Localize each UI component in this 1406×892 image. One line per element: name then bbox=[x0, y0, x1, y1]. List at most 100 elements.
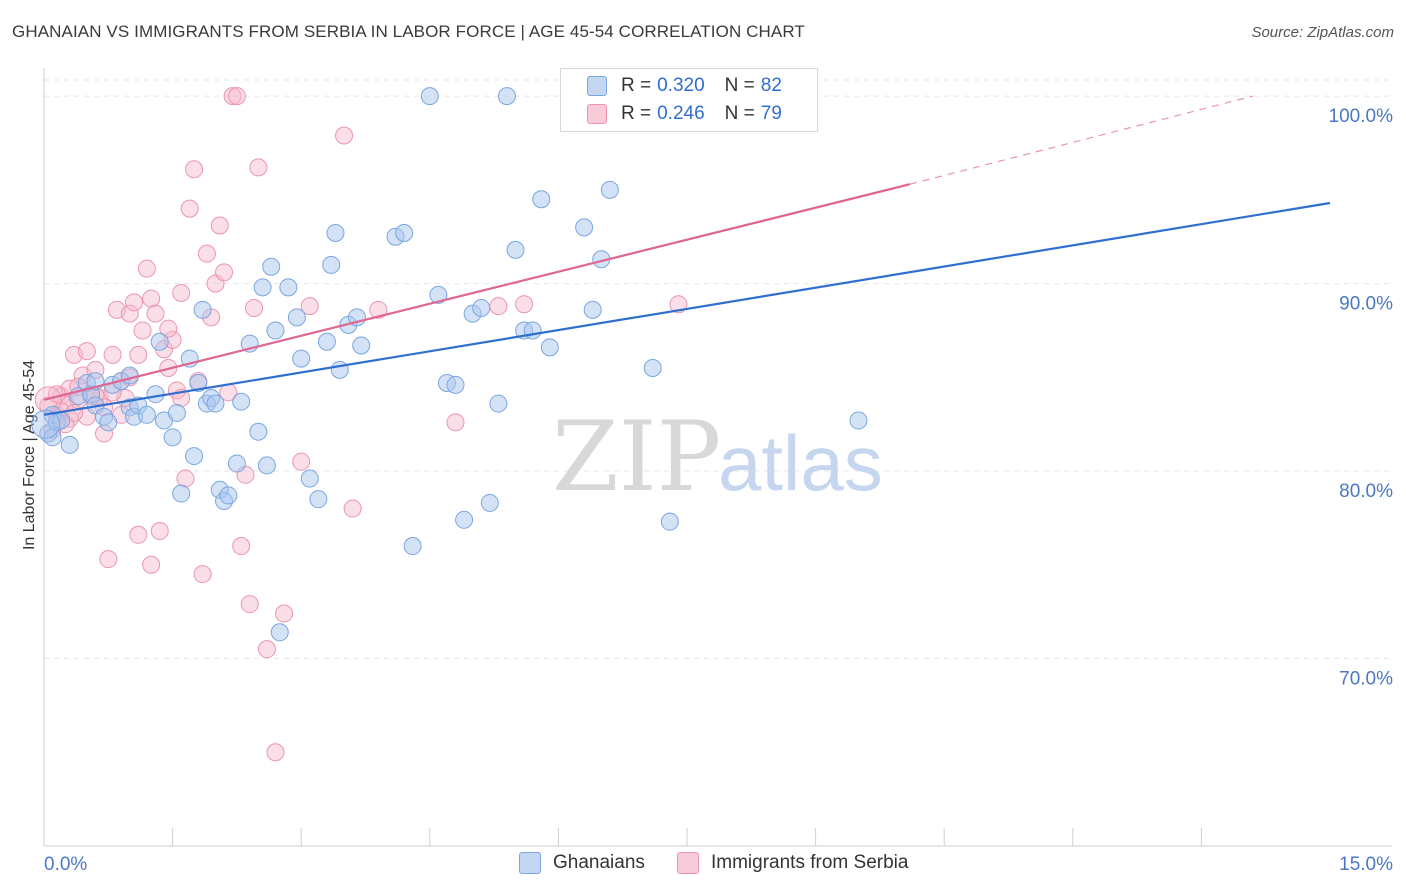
serbia-point bbox=[103, 345, 122, 364]
serbia-point bbox=[133, 321, 152, 340]
stats-legend: R = 0.320 N = 82 R = 0.246 N = 79 bbox=[560, 68, 818, 132]
serbia-point bbox=[125, 293, 144, 312]
y-tick-label: 90.0% bbox=[1339, 294, 1393, 315]
x-tick-label: 15.0% bbox=[1339, 854, 1393, 875]
gridlines bbox=[44, 79, 1392, 660]
serbia-point bbox=[232, 537, 251, 556]
ghanaians-point bbox=[287, 308, 306, 327]
ghanaians-point bbox=[120, 366, 139, 385]
ghanaians-point bbox=[137, 405, 156, 424]
r-value: 0.320 bbox=[657, 75, 705, 96]
ghanaians-point bbox=[506, 240, 525, 259]
serbia-point bbox=[249, 158, 268, 177]
serbia-point bbox=[159, 319, 178, 338]
ghanaians-point bbox=[446, 375, 465, 394]
serbia-point bbox=[180, 199, 199, 218]
ghanaians-point bbox=[249, 422, 268, 441]
ghanaians-point bbox=[99, 413, 118, 432]
ghanaians-point bbox=[330, 360, 349, 379]
ghanaians-point bbox=[849, 411, 868, 430]
serbia-point bbox=[137, 259, 156, 278]
legend-item-ghanaians[interactable]: Ghanaians bbox=[519, 852, 645, 874]
n-value: 82 bbox=[760, 75, 782, 96]
serbia-point bbox=[335, 126, 354, 145]
ghanaians-point bbox=[395, 223, 414, 242]
serbia-point bbox=[120, 304, 139, 323]
ghanaians-point bbox=[317, 332, 336, 351]
serbia-point bbox=[142, 555, 161, 574]
series-legend: Ghanaians Immigrants from Serbia bbox=[0, 852, 1406, 878]
serbia-point bbox=[515, 295, 534, 314]
ghanaians-point bbox=[540, 338, 559, 357]
serbia-point bbox=[257, 640, 276, 659]
axes bbox=[43, 68, 1392, 847]
x-tick-label: 0.0% bbox=[44, 854, 87, 875]
serbia-point bbox=[185, 160, 204, 179]
n-label: N = bbox=[724, 103, 755, 124]
ghanaians-point bbox=[660, 512, 679, 531]
ghanaians-point bbox=[455, 510, 474, 529]
serbia-point bbox=[77, 342, 96, 361]
serbia-point bbox=[266, 743, 285, 762]
ghanaians-point bbox=[326, 223, 345, 242]
ghanaians-point bbox=[60, 435, 79, 454]
serbia-trend-extension bbox=[909, 95, 1253, 185]
ghanaians-point bbox=[266, 321, 285, 340]
serbia-point bbox=[176, 469, 195, 488]
serbia-point bbox=[210, 216, 229, 235]
ghanaians-point bbox=[219, 486, 238, 505]
serbia-point bbox=[227, 87, 246, 106]
tick-labels: 70.0% 80.0% 90.0% 100.0% 0.0% 15.0% bbox=[44, 106, 1393, 875]
serbia-point bbox=[489, 297, 508, 316]
watermark-atlas: atlas bbox=[718, 419, 883, 507]
legend-item-serbia[interactable]: Immigrants from Serbia bbox=[677, 852, 908, 874]
ghanaians-point bbox=[429, 285, 448, 304]
serbia-point bbox=[369, 300, 388, 319]
ghanaians-point bbox=[480, 493, 499, 512]
serbia-point bbox=[129, 345, 148, 364]
ghanaians-point bbox=[167, 403, 186, 422]
ghanaians-point bbox=[322, 255, 341, 274]
ghanaians-point bbox=[575, 218, 594, 237]
ghanaians-point bbox=[420, 87, 439, 106]
serbia-point bbox=[146, 304, 165, 323]
ghanaians-point bbox=[532, 190, 551, 209]
ghanaians-point bbox=[352, 336, 371, 355]
ghanaians-point bbox=[309, 490, 328, 509]
serbia-point bbox=[275, 604, 294, 623]
serbia-point bbox=[193, 565, 212, 584]
r-label: R = bbox=[621, 75, 652, 96]
ghanaians-point bbox=[300, 469, 319, 488]
ghanaians-point bbox=[206, 394, 225, 413]
source-label: Source: ZipAtlas.com bbox=[1251, 24, 1394, 41]
ghanaians-point bbox=[185, 447, 204, 466]
ghanaians-point bbox=[292, 349, 311, 368]
ghanaians-point bbox=[472, 298, 491, 317]
serbia-point bbox=[223, 87, 242, 106]
ghanaians-point bbox=[232, 392, 251, 411]
ghanaians-trend-line bbox=[43, 201, 1331, 416]
legend-label: Immigrants from Serbia bbox=[711, 852, 909, 873]
ghanaians-point bbox=[583, 300, 602, 319]
ghanaians-point bbox=[172, 484, 191, 503]
serbia-point bbox=[99, 550, 118, 569]
ghanaians-point bbox=[189, 373, 208, 392]
series-ghanaians-points bbox=[31, 87, 868, 642]
serbia-point bbox=[343, 499, 362, 518]
trend-lines bbox=[43, 95, 1331, 416]
ghanaians-point bbox=[403, 537, 422, 556]
serbia-point bbox=[142, 289, 161, 308]
ghanaians-point bbox=[262, 257, 281, 276]
ghanaians-point bbox=[497, 87, 516, 106]
y-tick-label: 80.0% bbox=[1339, 481, 1393, 502]
stats-row-ghanaians: R = 0.320 N = 82 bbox=[587, 73, 782, 99]
stats-row-serbia: R = 0.246 N = 79 bbox=[587, 101, 782, 127]
ghanaians-point bbox=[257, 456, 276, 475]
serbia-trend-line bbox=[43, 183, 911, 401]
chart-title: GHANAIAN VS IMMIGRANTS FROM SERBIA IN LA… bbox=[12, 22, 805, 41]
y-tick-label: 100.0% bbox=[1329, 106, 1394, 127]
serbia-point bbox=[240, 595, 259, 614]
n-label: N = bbox=[724, 75, 755, 96]
serbia-point bbox=[292, 452, 311, 471]
